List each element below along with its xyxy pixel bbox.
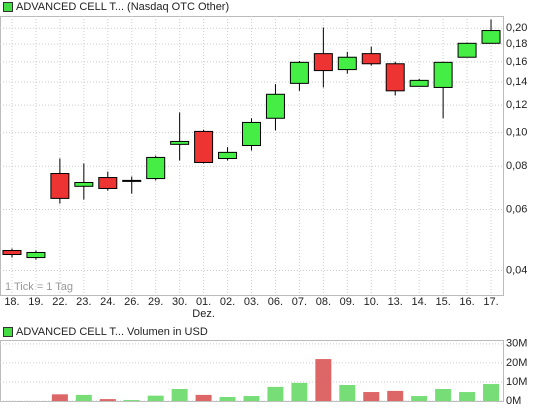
y-tick-label: 0,18 <box>506 38 527 50</box>
candle-body <box>194 130 214 163</box>
volume-bar <box>219 396 236 401</box>
volume-bar <box>75 394 92 401</box>
volume-bar <box>99 399 116 401</box>
legend-swatch <box>3 327 13 337</box>
x-tick-label: 07. <box>292 296 307 308</box>
volume-plot <box>0 340 504 402</box>
candle-body <box>170 140 190 145</box>
legend-swatch <box>3 2 13 12</box>
candle-body <box>74 181 94 187</box>
x-tick-label: 13. <box>388 296 403 308</box>
x-tick-label: 30. <box>172 296 187 308</box>
candle-body <box>122 179 142 182</box>
candle-body <box>218 151 238 160</box>
x-tick-label: 22. <box>52 296 67 308</box>
x-tick-label: 14. <box>412 296 427 308</box>
volume-bar <box>339 384 356 401</box>
x-tick-label: 06. <box>268 296 283 308</box>
volume-bar <box>315 359 332 401</box>
x-tick-label: 23. <box>76 296 91 308</box>
x-tick-label: 15. <box>435 296 450 308</box>
candle-body <box>409 79 429 87</box>
y-tick-label: 10M <box>506 376 527 388</box>
candle-body <box>265 93 285 119</box>
candle-body <box>457 42 477 58</box>
y-tick-label: 0,20 <box>506 22 527 34</box>
y-tick-label: 20M <box>506 357 527 369</box>
volume-bar <box>483 384 500 401</box>
x-tick-label: 29. <box>148 296 163 308</box>
legend-label: ADVANCED CELL T... Volumen in USD <box>16 326 208 338</box>
candle-body <box>481 30 501 44</box>
y-tick-label: 0,10 <box>506 127 527 139</box>
volume-bar <box>459 392 476 401</box>
volume-bar <box>123 400 140 401</box>
y-tick-label: 0,16 <box>506 56 527 68</box>
month-label: Dez. <box>192 308 215 320</box>
volume-bar <box>435 388 452 401</box>
candle-body <box>2 249 22 255</box>
candle-body <box>433 61 453 88</box>
volume-bar <box>147 395 164 401</box>
y-tick-label: 0,06 <box>506 203 527 215</box>
volume-bar <box>171 388 188 401</box>
volume-bar <box>291 382 308 401</box>
y-tick-label: 0M <box>506 395 521 407</box>
volume-bar <box>267 386 284 401</box>
volume-bar <box>243 396 260 401</box>
x-tick-label: 18. <box>4 296 19 308</box>
x-tick-label: 24. <box>100 296 115 308</box>
candle-body <box>289 61 309 84</box>
candle-body <box>242 121 261 146</box>
annotation: 1 Tick = 1 Tag <box>5 281 73 293</box>
volume-bar <box>363 392 380 401</box>
candle-body <box>98 177 118 189</box>
x-tick-label: 02. <box>220 296 235 308</box>
candle-body <box>385 63 405 92</box>
x-tick-label: 03. <box>244 296 259 308</box>
y-tick-label: 0,08 <box>506 160 527 172</box>
x-tick-label: 26. <box>124 296 139 308</box>
candle-body <box>146 156 166 180</box>
x-tick-label: 19. <box>28 296 43 308</box>
price-plot <box>0 16 504 296</box>
x-tick-label: 16. <box>459 296 474 308</box>
y-tick-label: 0,04 <box>506 264 527 276</box>
candle-body <box>313 53 333 72</box>
volume-bar <box>411 396 428 401</box>
y-tick-label: 30M <box>506 338 527 350</box>
x-tick-label: 01. <box>196 296 211 308</box>
candle-body <box>361 53 381 65</box>
volume-bar <box>195 394 212 401</box>
volume-bar <box>387 390 404 401</box>
candle-body <box>337 56 357 71</box>
y-tick-label: 0,12 <box>506 99 527 111</box>
x-tick-label: 10. <box>364 296 379 308</box>
x-tick-label: 09. <box>340 296 355 308</box>
candle-body <box>50 173 70 199</box>
candle-body <box>26 251 46 259</box>
legend-label: ADVANCED CELL T... (Nasdaq OTC Other) <box>16 1 229 13</box>
volume-bar <box>51 394 68 401</box>
y-tick-label: 0,14 <box>506 76 527 88</box>
x-tick-label: 17. <box>483 296 498 308</box>
x-tick-label: 08. <box>316 296 331 308</box>
